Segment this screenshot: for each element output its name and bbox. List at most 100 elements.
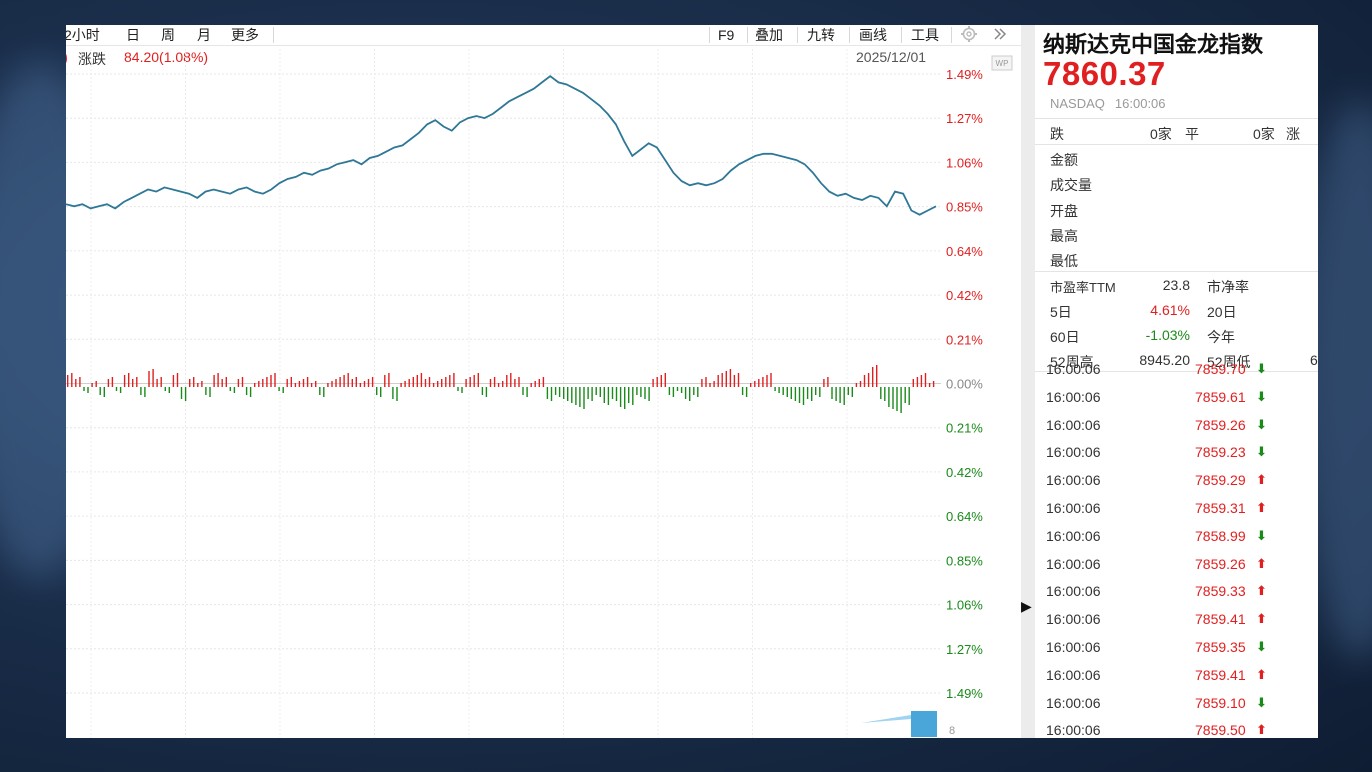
volume-bar bbox=[351, 379, 353, 387]
volume-bar bbox=[794, 387, 797, 401]
volume-bar bbox=[717, 375, 719, 387]
tick-row: 16:00:06 7859.23 ⬇ bbox=[1035, 444, 1318, 472]
field-volume: 成交量 bbox=[1050, 177, 1092, 193]
volume-bar bbox=[542, 377, 545, 387]
double-chevron-icon[interactable] bbox=[992, 25, 1008, 47]
volume-bar bbox=[514, 379, 516, 387]
overlay-button[interactable]: 叠加 bbox=[755, 27, 783, 43]
tick-row: 16:00:06 7859.70 ⬇ bbox=[1035, 361, 1318, 389]
volume-bar bbox=[172, 375, 175, 387]
draw-line-button[interactable]: 画线 bbox=[859, 27, 887, 43]
volume-bar bbox=[932, 381, 935, 387]
volume-bar bbox=[437, 381, 439, 387]
tick-time: 16:00:06 bbox=[1046, 694, 1101, 711]
volume-bar bbox=[892, 387, 894, 409]
exchange-name: NASDAQ bbox=[1050, 96, 1105, 111]
y-axis-labels: 1.49% 1.27% 1.06% 0.85% 0.64% 0.42% 0.21% 0.00%… bbox=[946, 67, 983, 701]
volume-bar bbox=[392, 387, 394, 399]
toolbar-divider bbox=[709, 27, 710, 43]
toolbar-divider bbox=[273, 27, 274, 43]
d5-label: 5日 bbox=[1050, 304, 1072, 320]
volume-bar bbox=[221, 379, 223, 387]
volume-bar bbox=[567, 387, 569, 401]
volume-bar bbox=[144, 387, 146, 397]
intraday-chart[interactable]: 1.49% 1.27% 1.06% 0.85% 0.64% 0.42% 0.21% 0.00%… bbox=[66, 25, 1021, 738]
volume-bar bbox=[83, 387, 85, 391]
volume-bar bbox=[636, 387, 638, 395]
tab-day[interactable]: 日 bbox=[126, 27, 140, 43]
volume-bar bbox=[380, 387, 382, 397]
volume-bar bbox=[441, 379, 443, 387]
volume-bar bbox=[327, 383, 329, 387]
volume-bar bbox=[323, 387, 325, 397]
volume-bar bbox=[664, 373, 666, 387]
tick-row: 16:00:06 7859.35 ⬇ bbox=[1035, 639, 1318, 667]
trading-window: 2小时 日 周 月 更多 F9 叠加 九转 画线 工具 ) bbox=[66, 25, 1318, 738]
volume-bar bbox=[111, 377, 114, 387]
volume-bar bbox=[237, 379, 240, 387]
volume-bar bbox=[310, 383, 313, 387]
volume-bar bbox=[867, 373, 870, 387]
volume-bar bbox=[522, 387, 524, 395]
f9-button[interactable]: F9 bbox=[718, 27, 735, 43]
volume-bar bbox=[388, 373, 390, 387]
toolbar-divider bbox=[797, 27, 798, 43]
volume-bar bbox=[140, 387, 142, 395]
volume-bar bbox=[258, 381, 260, 387]
tools-button[interactable]: 工具 bbox=[911, 27, 939, 43]
td-sequential-button[interactable]: 九转 bbox=[807, 27, 835, 43]
gear-icon[interactable] bbox=[960, 25, 978, 47]
tick-row: 16:00:06 7859.41 ⬆ bbox=[1035, 611, 1318, 639]
pe-label: 市盈率TTM bbox=[1050, 280, 1116, 295]
volume-bar bbox=[823, 379, 825, 387]
tick-time: 16:00:06 bbox=[1046, 583, 1101, 600]
volume-bar bbox=[876, 365, 878, 387]
field-amount: 金额 bbox=[1050, 152, 1078, 168]
triangle-right-icon[interactable]: ▶ bbox=[1021, 598, 1032, 614]
tick-time: 16:00:06 bbox=[1046, 472, 1101, 489]
tick-price: 7859.31 bbox=[1195, 500, 1246, 516]
tab-more[interactable]: 更多 bbox=[231, 27, 259, 43]
volume-bar bbox=[924, 373, 927, 387]
arrow-down-icon: ⬇ bbox=[1256, 416, 1267, 432]
volume-bar bbox=[815, 387, 817, 395]
y-axis-label: 1.49% bbox=[946, 67, 983, 82]
volume-bar bbox=[249, 387, 252, 397]
volume-bar bbox=[363, 381, 366, 387]
y-axis-label: 1.27% bbox=[946, 111, 983, 126]
tick-row: 16:00:06 7859.31 ⬆ bbox=[1035, 500, 1318, 528]
volume-bar bbox=[217, 373, 219, 387]
chart-scrollbar[interactable] bbox=[861, 711, 937, 737]
volume-bar bbox=[900, 387, 902, 413]
volume-bar bbox=[550, 387, 553, 401]
volume-bar bbox=[510, 373, 512, 387]
tab-week[interactable]: 周 bbox=[161, 27, 175, 43]
volume-bar bbox=[916, 377, 919, 387]
tab-month[interactable]: 月 bbox=[197, 27, 211, 43]
volume-bar bbox=[648, 387, 650, 401]
volume-bar bbox=[168, 387, 170, 393]
volume-bar bbox=[229, 387, 231, 391]
volume-bar bbox=[461, 387, 463, 393]
volume-bar bbox=[241, 377, 244, 387]
volume-bar bbox=[843, 387, 845, 405]
tab-2hour[interactable]: 2小时 bbox=[66, 27, 100, 43]
volume-bar bbox=[819, 387, 821, 397]
volume-bar bbox=[693, 387, 695, 395]
volume-bar bbox=[502, 381, 504, 387]
field-open: 开盘 bbox=[1050, 203, 1078, 219]
y-axis-label: 1.27% bbox=[946, 642, 983, 657]
volume-bar bbox=[778, 387, 780, 393]
volume-bar bbox=[481, 387, 484, 395]
svg-text:WP: WP bbox=[996, 59, 1009, 68]
tick-time: 16:00:06 bbox=[1046, 416, 1101, 433]
volume-bar bbox=[526, 387, 528, 397]
volume-bar bbox=[790, 387, 792, 399]
fall-count: 0家 bbox=[1150, 126, 1172, 142]
volume-bar bbox=[855, 383, 858, 387]
volume-bar bbox=[270, 375, 272, 387]
volume-bar bbox=[786, 387, 788, 397]
volume-bar bbox=[160, 377, 162, 387]
y-axis-label: 0.85% bbox=[946, 200, 983, 215]
d5-value: 4.61% bbox=[1150, 302, 1190, 318]
